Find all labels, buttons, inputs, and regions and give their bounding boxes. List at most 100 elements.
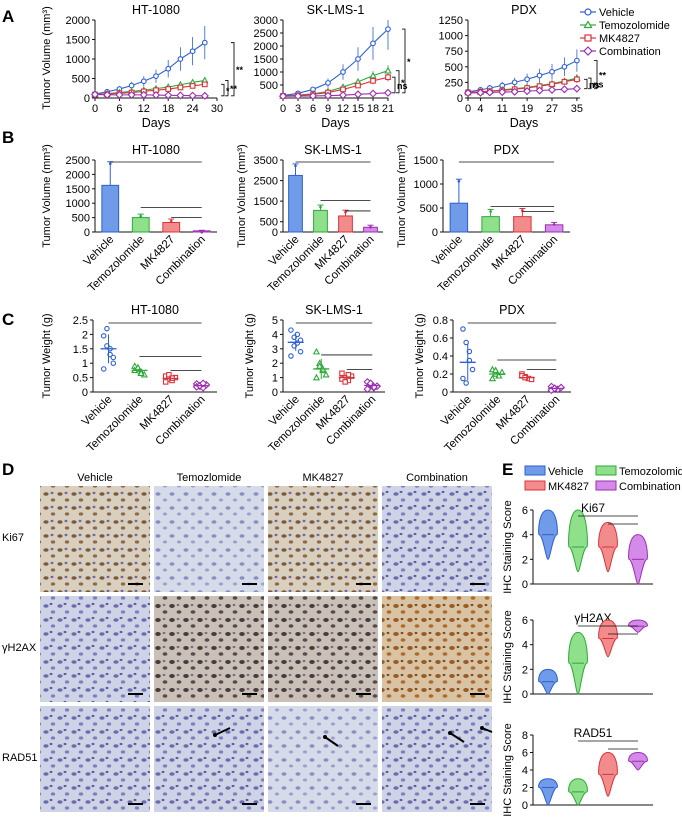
point-2-5 [342, 379, 348, 385]
row-label: γH2AX [2, 642, 37, 654]
violin-chart-e-2: 0 2 4 6 γH2AX IHC Staining Score [502, 610, 653, 704]
data-point-0-7 [385, 26, 391, 32]
bar-1 [313, 209, 328, 233]
chart-title: γH2AX [574, 611, 611, 625]
significance-label: * [407, 57, 411, 67]
data-point-2-7 [385, 74, 391, 81]
legend-a-temozolomide: Temozolomide [580, 20, 670, 32]
legend-e: Vehicle Temozolomide MK4827 Combination [524, 465, 682, 493]
point-2-5 [166, 371, 172, 378]
y-tick-label: 3000 [254, 15, 278, 27]
micrograph-1-3 [382, 596, 492, 702]
category-label: Temozolomide [85, 394, 146, 455]
x-axis-label: Days [321, 116, 349, 130]
column-header: Combination [406, 472, 468, 484]
y-tick-label: 0 [84, 227, 90, 239]
x-tick-label: 35 [571, 103, 583, 115]
y-tick-label: 1000 [439, 31, 463, 43]
data-point-2-6 [370, 77, 376, 84]
data-point-0-4 [511, 79, 518, 86]
significance-label: ** [230, 84, 238, 94]
y-tick-label: 1500 [254, 196, 278, 208]
y-tick-label: 5 [272, 315, 278, 327]
significance-bracket [584, 78, 588, 90]
x-tick-label: 15 [352, 103, 364, 115]
data-point-2-5 [355, 82, 361, 89]
legend-e-combination: Combination [619, 481, 681, 493]
panel-d-ihc-images: Vehicle Temozlomide MK4827 Combination Ki67 γ… [2, 472, 493, 812]
y-tick-label: 2 [522, 554, 528, 566]
legend-e-mk4827: MK4827 [548, 481, 589, 493]
y-tick-label: 1500 [254, 54, 278, 66]
y-tick-label: 250 [445, 77, 463, 89]
arrow-head [213, 733, 217, 737]
data-point-3-7 [383, 88, 393, 97]
data-point-3-3 [498, 87, 507, 97]
panel-label-e: E [502, 460, 513, 479]
significance-label: ns [593, 79, 604, 89]
y-tick-label: 1000 [254, 67, 278, 79]
data-point-2-7 [177, 84, 184, 91]
micrograph-1-0 [40, 596, 150, 702]
data-point-0-9 [574, 57, 580, 64]
micrograph-2-2 [268, 706, 378, 812]
y-tick-label: 500 [420, 203, 438, 215]
data-point-2-9 [201, 81, 208, 88]
y-tick-label: 0 [522, 579, 528, 591]
y-tick-label: 2 [82, 329, 88, 341]
scatter-chart-c-1: 00.511.522.5HT-1080VehicleTemozolomideMK… [73, 303, 217, 455]
y-tick-label: 0 [442, 387, 448, 399]
y-tick-label: 1 [82, 358, 88, 370]
micrograph-0-3 [382, 486, 492, 592]
data-point [200, 230, 204, 234]
data-point-3-1 [293, 91, 303, 101]
data-point-2-9 [574, 76, 580, 83]
panel-c-scatter-charts: 00.511.522.5HT-1080VehicleTemozolomideMK… [41, 303, 571, 455]
panel-label-a: A [2, 7, 14, 26]
data-point-3-7 [547, 85, 557, 94]
micrograph-1-2 [268, 596, 378, 702]
data-point-0-4 [340, 69, 346, 75]
significance-label: ns [589, 80, 600, 90]
data-point-3-7 [176, 91, 185, 100]
point-2-6 [345, 371, 352, 378]
panel-label-c: C [2, 310, 14, 329]
b-ylabel: Tumor Volume (mm³) [41, 144, 53, 248]
y-tick-label: 6 [522, 505, 528, 517]
point-1-4 [488, 374, 497, 382]
violin-1 [568, 509, 588, 573]
row-label: Ki67 [2, 532, 24, 544]
x-tick-label: 4 [477, 103, 483, 115]
y-tick-label: 2500 [254, 176, 278, 188]
y-tick-label: 2 [272, 358, 278, 370]
data-point [552, 223, 556, 226]
data-point-2-8 [189, 83, 196, 89]
y-tick-label: 500 [260, 217, 278, 229]
data-point-3-9 [572, 84, 581, 93]
data-point-0-7 [177, 56, 184, 62]
data-point-3-4 [338, 91, 348, 100]
arrow-head [323, 735, 327, 739]
chart-title: HT-1080 [132, 143, 180, 157]
data-point-3-9 [200, 91, 209, 100]
y-axis-label: IHC Staining Score [502, 723, 514, 817]
x-tick-label: 30 [211, 103, 223, 115]
significance-bracket [402, 28, 406, 94]
chart-title: HT-1080 [131, 303, 179, 317]
bar-2 [338, 215, 353, 233]
point-0-3 [469, 366, 476, 373]
chart-title: SK-LMS-1 [304, 143, 362, 157]
y-tick-label: 0 [522, 689, 528, 701]
data-point [344, 210, 347, 214]
data-point-3-6 [164, 91, 173, 100]
micrograph-0-2 [268, 486, 378, 592]
y-axis-label: Tumor Volume (mm³) [396, 144, 408, 248]
data-point-0-5 [153, 73, 159, 80]
point-2-4 [162, 379, 169, 385]
y-tick-label: 0.2 [433, 369, 448, 381]
x-tick-label: 12 [138, 103, 150, 115]
data-point-3-2 [308, 91, 318, 100]
